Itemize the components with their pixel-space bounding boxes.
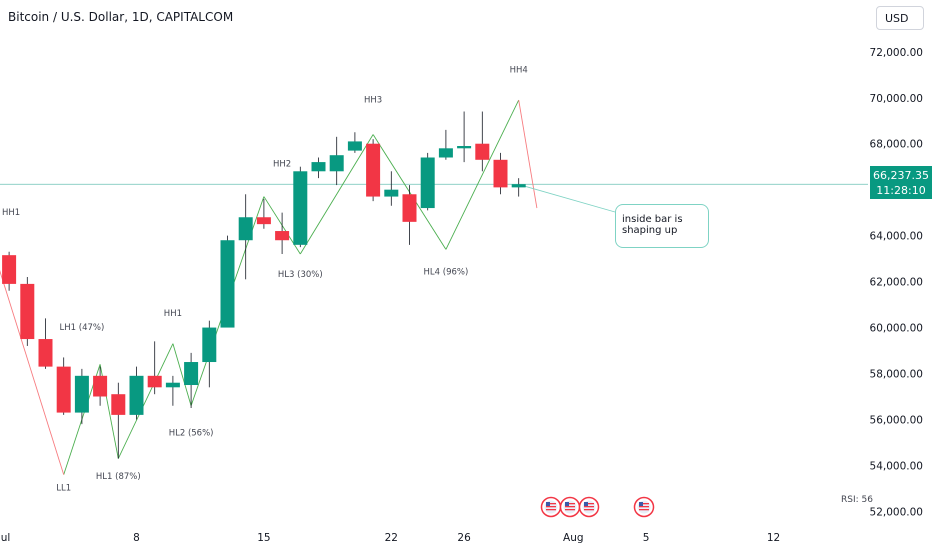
x-tick-label: 12 <box>767 532 780 544</box>
candle-down[interactable] <box>56 366 71 413</box>
flag-icon-stripe <box>565 506 575 508</box>
x-tick-label: Jul <box>0 532 10 544</box>
rsi-label: RSI: 56 <box>841 495 873 505</box>
candle-up[interactable] <box>238 217 253 241</box>
y-tick-label: 58,000.00 <box>870 369 923 381</box>
flag-icon-stripe <box>584 506 594 508</box>
candle-down[interactable] <box>256 217 271 225</box>
candle-up[interactable] <box>165 382 180 388</box>
y-tick-label: 70,000.00 <box>870 93 923 105</box>
flag-icon-stripe <box>639 506 649 508</box>
flag-icon-stripe <box>565 509 575 511</box>
callout-connector <box>524 185 616 213</box>
candle-down[interactable] <box>38 339 53 367</box>
flag-icon-stripe <box>584 503 594 505</box>
candle-down[interactable] <box>93 375 108 397</box>
flag-icon-canton <box>546 502 550 506</box>
flag-icon-stripe <box>639 503 649 505</box>
flag-icon-canton <box>565 502 569 506</box>
y-tick-label: 72,000.00 <box>870 47 923 59</box>
candle-up[interactable] <box>311 162 326 172</box>
x-tick-label: 22 <box>385 532 398 544</box>
wave-line-down <box>518 99 538 209</box>
wave-label: HH1 <box>164 309 182 319</box>
wave-label: HL4 (96%) <box>424 268 469 278</box>
candle-down[interactable] <box>20 283 35 340</box>
y-tick-label: 60,000.00 <box>870 323 923 335</box>
x-tick-label: Aug <box>563 532 584 544</box>
candle-up[interactable] <box>511 184 526 188</box>
bar-countdown: 11:28:10 <box>876 184 926 197</box>
flag-icon[interactable] <box>633 496 655 518</box>
flag-icon-canton <box>584 502 588 506</box>
candle-down[interactable] <box>2 255 17 284</box>
flag-icon-stripe <box>584 509 594 511</box>
candle-up[interactable] <box>329 155 344 172</box>
candle-up[interactable] <box>438 148 453 158</box>
candle-up[interactable] <box>457 146 472 149</box>
candle-down[interactable] <box>366 143 381 197</box>
candle-down[interactable] <box>402 194 417 222</box>
wave-line-up <box>117 343 174 459</box>
wave-line-up <box>299 134 374 255</box>
flag-icon-stripe <box>546 506 556 508</box>
x-tick-label: 8 <box>133 532 140 544</box>
flag-icon-stripe <box>546 509 556 511</box>
wave-label: HH3 <box>364 95 382 105</box>
flag-icon[interactable] <box>578 496 600 518</box>
wave-line-up <box>172 343 192 406</box>
candle-up[interactable] <box>129 375 144 415</box>
candle-down[interactable] <box>147 375 162 388</box>
candle-down[interactable] <box>111 394 126 415</box>
wave-label: HH4 <box>510 65 528 75</box>
flag-icon-stripe <box>639 509 649 511</box>
wave-label: HL2 (56%) <box>169 429 214 439</box>
candle-down[interactable] <box>275 231 290 241</box>
candle-up[interactable] <box>293 171 308 245</box>
wave-label: HH2 <box>273 160 291 170</box>
y-tick-label: 54,000.00 <box>870 460 923 472</box>
y-tick-label: 62,000.00 <box>870 277 923 289</box>
candle-up[interactable] <box>184 362 199 386</box>
flag-icon-stripe <box>546 503 556 505</box>
candle-up[interactable] <box>74 375 89 413</box>
current-price-tag: 66,237.35 11:28:10 <box>870 166 932 199</box>
currency-button[interactable]: USD <box>876 6 924 30</box>
wave-label: HH1 <box>2 208 20 218</box>
current-price-value: 66,237.35 <box>873 169 929 182</box>
flag-icon[interactable] <box>540 496 562 518</box>
x-tick-label: 26 <box>457 532 471 544</box>
wave-label: LL1 <box>56 484 71 494</box>
candle-up[interactable] <box>220 240 235 328</box>
candle-up[interactable] <box>420 157 435 209</box>
candle-down[interactable] <box>493 159 508 188</box>
symbol-title: Bitcoin / U.S. Dollar, 1D, CAPITALCOM <box>8 10 234 24</box>
annotation-callout[interactable]: inside bar is shaping up <box>615 204 709 248</box>
candle-up[interactable] <box>202 327 217 363</box>
candle-up[interactable] <box>384 189 399 197</box>
y-tick-label: 52,000.00 <box>870 506 923 518</box>
flag-icon-stripe <box>565 503 575 505</box>
flag-icon[interactable] <box>559 496 581 518</box>
wave-line-up <box>445 99 520 250</box>
wave-label: HL3 (30%) <box>278 270 323 280</box>
wave-label: HL1 (87%) <box>96 472 141 482</box>
y-tick-label: 68,000.00 <box>870 139 923 151</box>
candle-up[interactable] <box>347 141 362 151</box>
flag-icon-canton <box>639 502 643 506</box>
candle-down[interactable] <box>475 143 490 160</box>
y-tick-label: 56,000.00 <box>870 414 923 426</box>
x-tick-label: 5 <box>643 532 650 544</box>
wave-label: LH1 (47%) <box>60 323 105 333</box>
x-tick-label: 15 <box>257 532 270 544</box>
y-tick-label: 64,000.00 <box>870 231 923 243</box>
